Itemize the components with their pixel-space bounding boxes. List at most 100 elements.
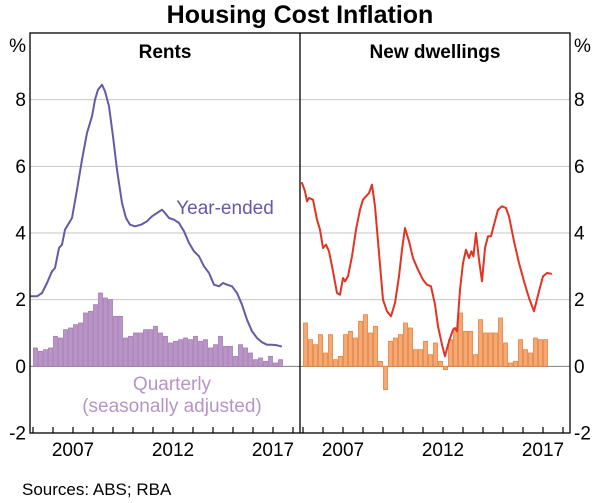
- bar: [248, 352, 253, 367]
- y-tick-label-left: 0: [15, 357, 26, 378]
- bar: [163, 335, 168, 367]
- bar: [523, 349, 528, 367]
- bar: [233, 355, 238, 367]
- rents-quarterly-bars: [33, 292, 283, 367]
- bar: [468, 330, 473, 367]
- page-title: Housing Cost Inflation: [166, 1, 434, 29]
- bar: [183, 337, 188, 367]
- y-tick-label-left: -2: [9, 424, 26, 445]
- panel-title-new-dwellings: New dwellings: [370, 42, 501, 63]
- bar: [423, 340, 428, 367]
- bar: [108, 299, 113, 367]
- x-tick-label: 2017: [522, 440, 564, 461]
- x-tick-label: 2007: [52, 440, 94, 461]
- bar: [113, 315, 118, 367]
- bar: [403, 322, 408, 367]
- bar: [433, 342, 438, 367]
- bar: [368, 332, 373, 367]
- y-tick-label-right: 2: [574, 290, 585, 311]
- y-tick-label-left: 4: [15, 224, 26, 245]
- bar: [98, 292, 103, 367]
- year-ended-label: Year-ended: [176, 198, 274, 219]
- bar: [158, 332, 163, 367]
- bar: [133, 332, 138, 367]
- bar: [473, 354, 478, 367]
- x-tick-label: 2012: [152, 440, 194, 461]
- quarterly-label-line: (seasonally adjusted): [82, 396, 262, 417]
- y-tick-label-right: 6: [574, 157, 585, 178]
- bar: [73, 324, 78, 367]
- y-tick-label-right: 0: [574, 357, 585, 378]
- bar: [53, 335, 58, 367]
- bar: [438, 360, 443, 367]
- y-unit-left: %: [9, 36, 26, 57]
- panel-title-rents: Rents: [139, 42, 192, 63]
- bar: [208, 347, 213, 367]
- bar: [58, 337, 63, 367]
- bar: [308, 339, 313, 367]
- bar: [213, 344, 218, 367]
- bar: [363, 314, 368, 367]
- y-tick-label-right: 8: [574, 90, 585, 111]
- bar: [203, 339, 208, 367]
- bar: [333, 359, 338, 367]
- bar: [498, 317, 503, 367]
- bar: [478, 319, 483, 367]
- bar: [488, 332, 493, 367]
- bar: [168, 342, 173, 367]
- bar: [458, 312, 463, 367]
- bar: [43, 349, 48, 367]
- bar: [198, 340, 203, 367]
- bar: [493, 332, 498, 367]
- bar: [323, 352, 328, 367]
- bar: [373, 325, 378, 367]
- bar: [483, 332, 488, 367]
- bar: [33, 347, 38, 367]
- bar: [428, 354, 433, 367]
- bar: [273, 362, 278, 367]
- bar: [318, 334, 323, 367]
- bar: [88, 310, 93, 367]
- bar: [268, 355, 273, 367]
- bar: [538, 339, 543, 367]
- bar: [508, 362, 513, 367]
- bar: [118, 315, 123, 367]
- bar: [178, 339, 183, 367]
- bar: [383, 365, 388, 391]
- bar: [513, 360, 518, 367]
- quarterly-label-line: Quarterly: [133, 374, 212, 395]
- x-tick-label: 2012: [422, 440, 464, 461]
- bar: [243, 347, 248, 367]
- bar: [63, 329, 68, 367]
- bar: [543, 339, 548, 367]
- bar: [103, 297, 108, 367]
- rents-year-ended-line: [30, 83, 282, 348]
- bar: [303, 322, 308, 367]
- bar: [408, 327, 413, 367]
- bar: [153, 325, 158, 367]
- x-tick-label: 2017: [252, 440, 294, 461]
- x-axis-ticks: [32, 427, 564, 433]
- bar: [253, 359, 258, 367]
- bar: [378, 360, 383, 367]
- bar: [68, 327, 73, 367]
- bar: [128, 335, 133, 367]
- bar: [503, 342, 508, 367]
- sources-note: Sources: ABS; RBA: [22, 480, 172, 499]
- bar: [398, 334, 403, 367]
- bar: [138, 332, 143, 367]
- bar: [258, 357, 263, 367]
- bar: [313, 344, 318, 367]
- bar: [388, 340, 393, 367]
- bar: [228, 345, 233, 367]
- bar: [353, 337, 358, 367]
- bar: [338, 355, 343, 367]
- bar: [518, 339, 523, 367]
- bar: [443, 365, 448, 371]
- bar: [93, 304, 98, 367]
- bar: [223, 345, 228, 367]
- bar: [48, 347, 53, 367]
- new-dwellings-year-ended-line: [301, 182, 552, 358]
- y-unit-right: %: [574, 36, 591, 57]
